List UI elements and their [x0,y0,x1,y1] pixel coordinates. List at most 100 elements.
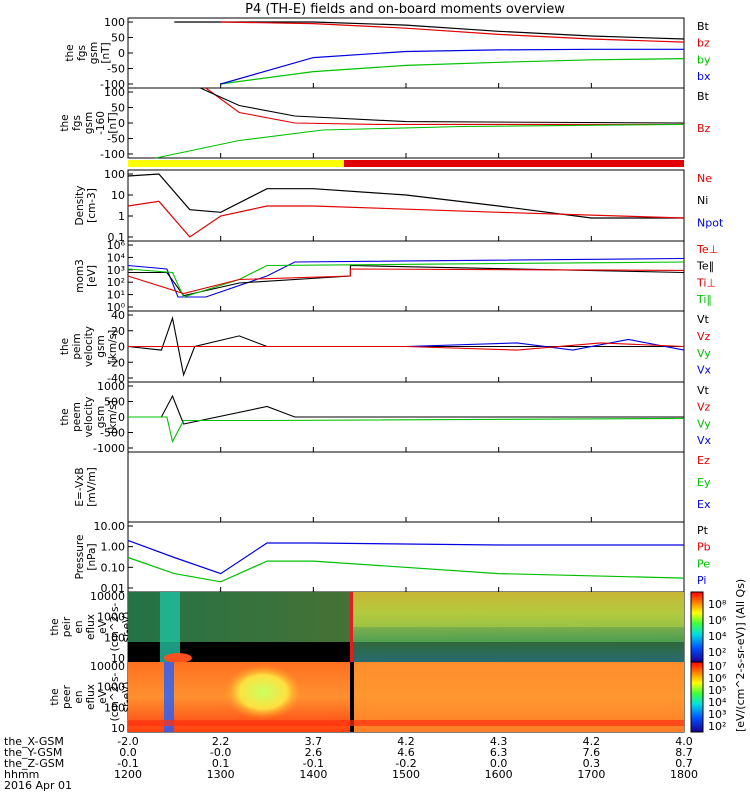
legend-pressure-Pe: Pe [697,557,710,570]
ytick-label: 50 [111,102,125,115]
ytick-label: 0 [118,341,125,354]
legend-temp-Ti‖: Ti‖ [696,293,712,306]
legend-fgs-bz: bz [697,37,710,50]
y-axis-label-peem: the [59,408,71,425]
ytick-label: 10000 [90,660,125,673]
legend-peim-Vy: Vy [697,347,711,360]
x-axis-value: 4.3 [490,735,508,748]
y-axis-label-peem: [km/s] [107,400,119,434]
panel-frame-temp [127,240,685,312]
legend-fgs2-Bt: Bt [697,90,710,103]
colorbar-tick: 10⁵ [708,684,726,697]
series-fgs-Bt [174,21,685,40]
ytick-label: 10² [107,276,125,289]
fgs2-bt-trace [200,87,685,124]
y-axis-label-peer: the [49,688,61,705]
y-axis-label-peem: velocity [83,396,95,437]
x-axis-value: -2.0 [117,735,138,748]
x-axis-value: -0.1 [303,757,324,770]
x-axis-annotation: -2.00.0-0.112002.2-0.00.113003.72.6-0.11… [4,735,698,792]
ytick-label: -40 [107,372,125,385]
temp-tperp-trace [127,268,685,295]
colorbar-tick: 10⁶ [708,614,727,627]
x-axis-value: 1500 [392,768,420,781]
y-axis-label-peim: gsm [95,335,107,357]
legend-fgs-bx: bx [697,70,711,83]
x-axis-value: 4.6 [397,746,415,759]
x-axis-value: 1300 [207,768,235,781]
x-axis-value: 1400 [299,768,327,781]
y-axis-label-efield: E=-VxB [74,467,86,506]
x-axis-row-label: the_X-GSM [4,735,64,748]
x-axis-value: 7.6 [583,746,601,759]
y-axis-label-peir: eV [97,619,109,633]
peim-vt-trace [127,315,684,377]
colorbar-tick: 10² [708,720,726,733]
data-marks [127,21,685,583]
colorbar-tick: 10³ [708,708,726,721]
colorbar-tick: 10⁶ [708,672,727,685]
peer-gap-line [350,662,354,732]
x-axis-value: 4.0 [675,735,693,748]
x-axis-row-label: the_Y-GSM [4,746,62,759]
x-axis-value: -0.0 [210,746,231,759]
temp-ti-trace [127,261,685,298]
legend-fgs-by: by [697,53,711,66]
x-axis-row-label: 2016 Apr 01 [4,779,72,792]
ytick-label: 10⁰ [107,301,126,314]
peem-vy-trace [128,416,685,444]
legend-peem-Vz: Vz [697,401,711,414]
y-axis-label-fgs: [nT] [100,42,112,63]
chart-title: P4 (TH-E) fields and on-board moments ov… [245,2,565,17]
x-axis-value: -0.1 [117,757,138,770]
legend-efield-Ez: Ez [697,454,710,467]
ytick-label: -500 [100,427,125,440]
y-axis-label-fgs: gsm [88,42,100,64]
legend-peem-Vx: Vx [697,434,712,447]
series-pressure-Pi [127,539,684,575]
panel-frame-efield [127,451,685,523]
x-axis-value: 1800 [670,768,698,781]
y-axis-label-fgs2: -160 [95,111,107,135]
panel-frame-pressure [127,521,685,593]
y-axis-label-density: [cm-3] [86,188,98,223]
ytick-label: 10.00 [94,520,126,533]
y-axis-label-fgs2: [nT] [107,112,119,133]
ytick-label: 40 [111,309,125,322]
legend-pressure-Pb: Pb [697,541,711,554]
panel-frame-density [127,169,685,242]
y-axis-label-pressure: Pressure [74,535,86,580]
ytick-label: 0.1 [108,231,126,244]
ytick-label: -1000 [93,442,125,455]
y-axis-label-pressure: [nPa] [86,543,98,570]
x-axis-row-label: the_Z-GSM [4,757,64,770]
y-axis-label-peim: peim [71,333,83,359]
legend-fgs-Bt: Bt [697,20,710,33]
y-axis-label-peim: velocity [83,326,95,367]
x-axis-value: 2.6 [305,746,323,759]
x-axis-value: 0.7 [675,757,693,770]
y-axis-label-peer: en [73,690,85,703]
ytick-label: 10000 [90,590,125,603]
ytick-label: -50 [107,133,125,146]
peir-band-right-top [350,592,684,627]
y-axis-label-peir: peir [61,616,73,637]
ytick-label: 100 [104,701,125,714]
legend-peim-Vz: Vz [697,330,711,343]
y-axis-label-peim: [km/s] [107,330,119,364]
ytick-label: 0.10 [101,561,126,574]
legend-temp-Ti⊥: Ti⊥ [696,276,716,289]
legend-temp-Te‖: Te‖ [696,260,714,273]
x-axis-value: 4.2 [583,735,601,748]
ytick-label: 100 [104,16,125,29]
legend-fgs2-Bz: Bz [697,122,711,135]
ytick-label: -100 [100,78,125,91]
ytick-label: 10 [111,722,125,735]
y-axis-label-temp: mom3 [74,259,86,293]
ytick-label: 100 [104,168,125,181]
ytick-label: 1.00 [101,541,126,554]
ytick-label: -50 [107,63,125,76]
ytick-label: -20 [107,356,125,369]
